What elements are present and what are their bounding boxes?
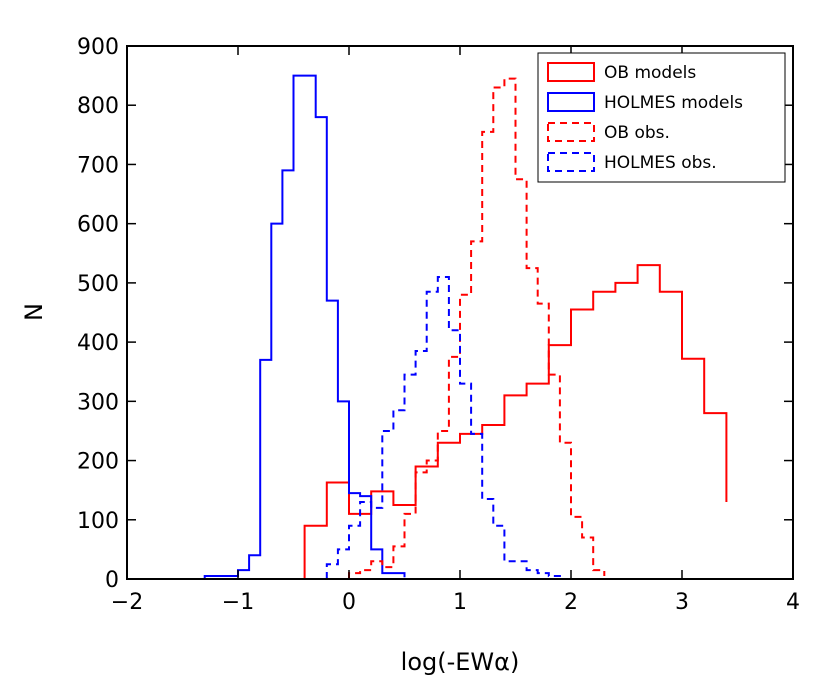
y-tick-label: 600	[77, 213, 119, 238]
x-tick-label: 1	[453, 590, 467, 615]
y-tick-label: 100	[77, 509, 119, 534]
legend-swatch	[547, 122, 595, 142]
series-holmes-obs-outline	[325, 275, 561, 579]
x-tick-label: 2	[564, 590, 578, 615]
ticks-layer: −2 −1 0 1 2 3 4 0 100 200 300 400 500 600 700 800 900	[77, 35, 800, 615]
legend: OB models HOLMES models OB obs. HOLMES obs.	[537, 52, 786, 183]
legend-swatch	[547, 152, 595, 172]
series-layer	[203, 74, 728, 579]
legend-frame	[537, 52, 786, 183]
legend-entries: OB models HOLMES models OB obs. HOLMES obs.	[547, 62, 743, 173]
y-tick-label: 300	[77, 390, 119, 415]
x-tick-label: 4	[786, 590, 800, 615]
x-tick-label: 0	[342, 590, 356, 615]
y-tick-label: 500	[77, 272, 119, 297]
y-tick-label: 700	[77, 153, 119, 178]
x-tick-label: −1	[222, 590, 254, 615]
y-tick-label: 900	[77, 35, 119, 60]
legend-label: OB models	[604, 63, 696, 83]
legend-label: OB obs.	[604, 123, 670, 143]
legend-swatch	[547, 92, 595, 112]
y-axis-title: N	[20, 303, 48, 321]
legend-label: HOLMES obs.	[604, 153, 717, 173]
y-tick-label: 0	[105, 568, 119, 593]
legend-label: HOLMES models	[604, 93, 743, 113]
x-tick-label: −2	[111, 590, 143, 615]
y-tick-label: 400	[77, 331, 119, 356]
x-axis-title: log(-EWα)	[401, 648, 520, 676]
series-ob-models-outline	[303, 264, 728, 579]
y-tick-label: 200	[77, 450, 119, 475]
legend-swatch	[547, 62, 595, 82]
x-tick-label: 3	[675, 590, 689, 615]
series-ob-obs-outline	[348, 77, 606, 579]
series-holmes-models-outline	[203, 74, 406, 579]
y-tick-label: 800	[77, 94, 119, 119]
